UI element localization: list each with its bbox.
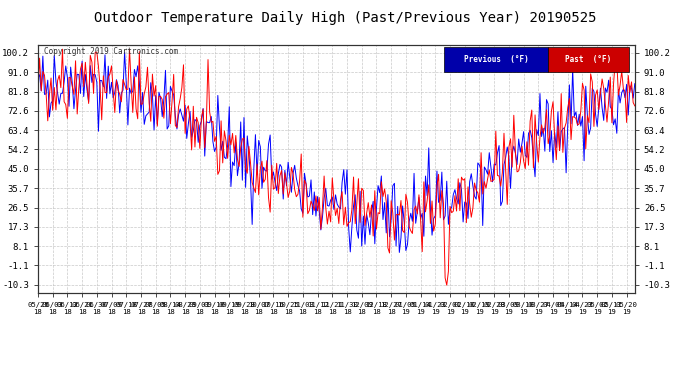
- FancyBboxPatch shape: [549, 48, 629, 72]
- Text: Previous  (°F): Previous (°F): [464, 56, 529, 64]
- Text: Past  (°F): Past (°F): [565, 56, 611, 64]
- FancyBboxPatch shape: [444, 48, 549, 72]
- Text: Copyright 2019 Cartronics.com: Copyright 2019 Cartronics.com: [44, 48, 178, 57]
- Text: Outdoor Temperature Daily High (Past/Previous Year) 20190525: Outdoor Temperature Daily High (Past/Pre…: [94, 11, 596, 25]
